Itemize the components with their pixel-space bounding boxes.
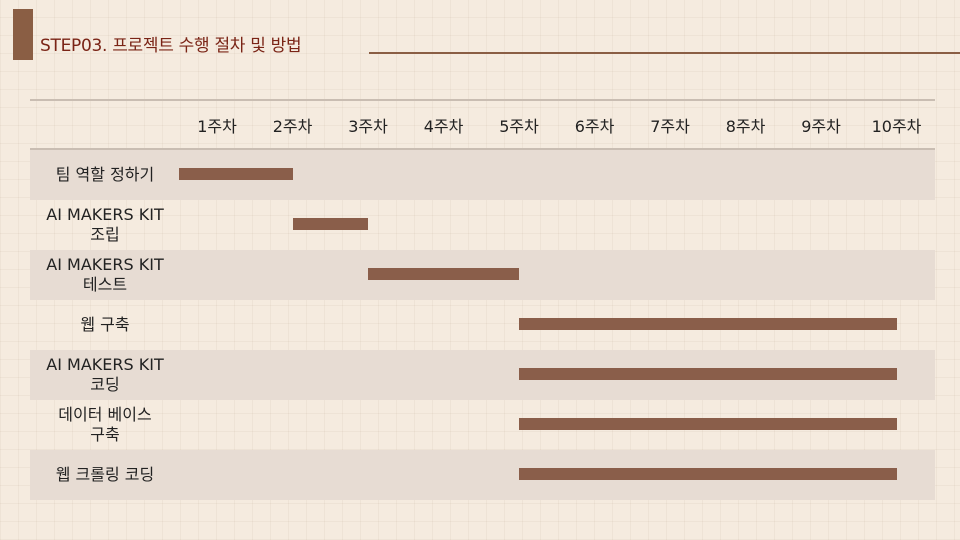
task-label: AI MAKERS KIT 코딩 [46,355,164,394]
task-label: 웹 크롤링 코딩 [55,465,155,484]
task-label: 웹 구축 [80,315,130,334]
task-label: 팀 역할 정하기 [55,165,155,184]
week-label: 9주차 [801,117,841,136]
task-label: AI MAKERS KIT 조립 [46,205,164,244]
task-row: 데이터 베이스 구축 [30,400,935,450]
task-row: AI MAKERS KIT 테스트 [30,250,935,300]
task-bar [519,368,897,380]
week-label: 6주차 [574,117,615,136]
task-label: AI MAKERS KIT 테스트 [46,255,164,294]
week-label: 10주차 [871,117,922,136]
task-bar [292,218,368,230]
week-label: 1주차 [197,117,237,136]
week-label: 4주차 [423,117,464,136]
task-row: AI MAKERS KIT 코딩 [30,350,935,400]
task-row: AI MAKERS KIT 조립 [30,200,935,250]
task-label: 데이터 베이스 구축 [58,405,152,444]
task-bar [519,468,897,480]
gantt-chart: 1주차 2주차 3주차 4주차 5주차 6주차 7주차 8주차 9주차 10주차 팀 역할 정하기… [30,99,935,500]
week-label: 7주차 [650,117,690,136]
task-row: 웹 구축 [30,300,935,350]
task-bar [179,168,293,180]
week-label: 8주차 [725,117,766,136]
week-label: 2주차 [272,117,313,136]
task-row: 팀 역할 정하기 [30,150,935,200]
week-label: 5주차 [499,117,539,136]
task-bar [519,418,897,430]
title-accent-block [13,9,33,60]
page-title: STEP03. 프로젝트 수행 절차 및 방법 [40,36,302,56]
task-row: 웹 크롤링 코딩 [30,450,935,500]
gantt-top-rule [30,99,935,101]
task-bar [519,318,897,330]
task-bar [368,268,519,280]
gantt-header-rule [30,148,935,150]
week-label: 3주차 [348,117,388,136]
title-underline [369,52,960,54]
